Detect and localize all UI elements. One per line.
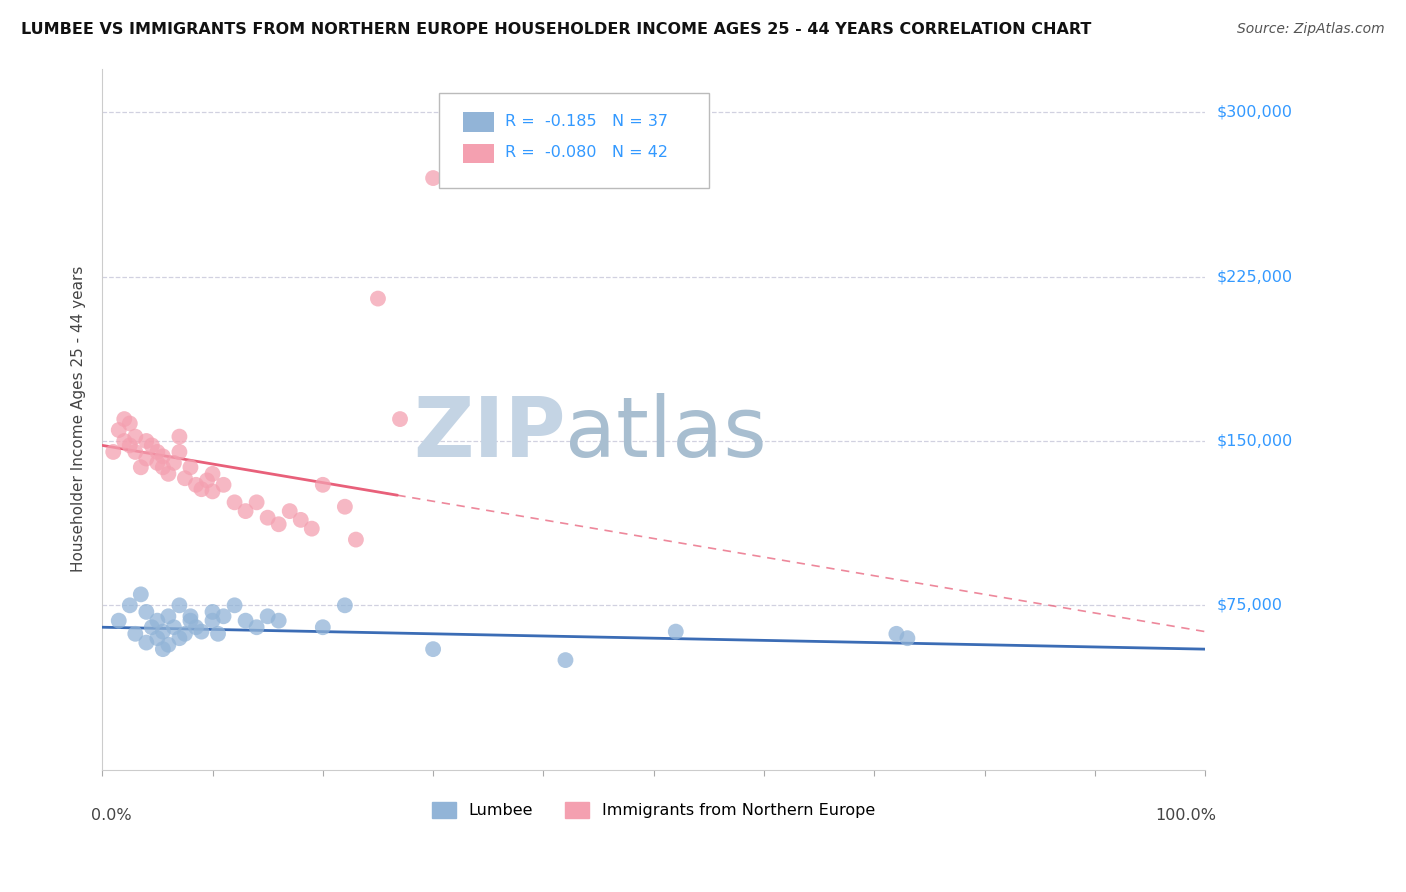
Point bbox=[163, 456, 186, 470]
Point bbox=[169, 631, 191, 645]
FancyBboxPatch shape bbox=[463, 144, 494, 163]
Point bbox=[169, 429, 191, 443]
Point bbox=[141, 620, 163, 634]
Point bbox=[554, 653, 576, 667]
Text: $300,000: $300,000 bbox=[1216, 105, 1292, 120]
Point bbox=[152, 624, 174, 639]
Point bbox=[141, 438, 163, 452]
Point bbox=[169, 445, 191, 459]
Point bbox=[665, 624, 688, 639]
Point bbox=[886, 627, 908, 641]
Point bbox=[422, 171, 444, 186]
Point bbox=[135, 434, 157, 448]
Point bbox=[103, 445, 125, 459]
Point bbox=[179, 609, 201, 624]
Legend: Lumbee, Immigrants from Northern Europe: Lumbee, Immigrants from Northern Europe bbox=[426, 796, 882, 825]
Text: LUMBEE VS IMMIGRANTS FROM NORTHERN EUROPE HOUSEHOLDER INCOME AGES 25 - 44 YEARS : LUMBEE VS IMMIGRANTS FROM NORTHERN EUROP… bbox=[21, 22, 1091, 37]
Point bbox=[201, 467, 224, 481]
Text: $150,000: $150,000 bbox=[1216, 434, 1292, 449]
Point bbox=[107, 423, 129, 437]
Point bbox=[146, 445, 169, 459]
Point bbox=[422, 642, 444, 657]
Point bbox=[333, 599, 356, 613]
Y-axis label: Householder Income Ages 25 - 44 years: Householder Income Ages 25 - 44 years bbox=[72, 266, 86, 573]
Point bbox=[184, 620, 207, 634]
Point bbox=[389, 412, 412, 426]
Point bbox=[124, 445, 146, 459]
Point bbox=[312, 620, 335, 634]
Point bbox=[184, 478, 207, 492]
Point bbox=[146, 631, 169, 645]
Point bbox=[367, 292, 389, 306]
Point bbox=[290, 513, 312, 527]
Text: R =  -0.080   N = 42: R = -0.080 N = 42 bbox=[505, 145, 668, 161]
Point bbox=[190, 624, 212, 639]
Point bbox=[256, 609, 278, 624]
Point bbox=[157, 609, 180, 624]
Point bbox=[344, 533, 367, 547]
Point bbox=[152, 460, 174, 475]
Point bbox=[135, 605, 157, 619]
Point bbox=[267, 517, 290, 532]
Point bbox=[135, 635, 157, 649]
Point bbox=[174, 627, 197, 641]
Point bbox=[207, 627, 229, 641]
Point bbox=[312, 478, 335, 492]
Point bbox=[152, 450, 174, 464]
FancyBboxPatch shape bbox=[463, 112, 494, 132]
Point bbox=[118, 417, 141, 431]
Point bbox=[135, 451, 157, 466]
Point bbox=[224, 599, 246, 613]
Point bbox=[246, 620, 269, 634]
Point bbox=[246, 495, 269, 509]
Point bbox=[301, 522, 323, 536]
Text: $225,000: $225,000 bbox=[1216, 269, 1292, 285]
Point bbox=[118, 438, 141, 452]
Point bbox=[107, 614, 129, 628]
Text: $75,000: $75,000 bbox=[1216, 598, 1282, 613]
Point bbox=[157, 638, 180, 652]
Text: Source: ZipAtlas.com: Source: ZipAtlas.com bbox=[1237, 22, 1385, 37]
Text: 100.0%: 100.0% bbox=[1156, 808, 1216, 823]
Point bbox=[256, 510, 278, 524]
Point bbox=[201, 614, 224, 628]
Point bbox=[179, 460, 201, 475]
Point bbox=[896, 631, 918, 645]
Point bbox=[118, 599, 141, 613]
Point bbox=[212, 478, 235, 492]
Point bbox=[129, 587, 152, 601]
Point bbox=[112, 412, 135, 426]
Point bbox=[146, 456, 169, 470]
Point bbox=[124, 429, 146, 443]
Point bbox=[201, 484, 224, 499]
Point bbox=[212, 609, 235, 624]
Point bbox=[190, 482, 212, 496]
Point bbox=[224, 495, 246, 509]
Point bbox=[278, 504, 301, 518]
Point bbox=[169, 599, 191, 613]
Text: 0.0%: 0.0% bbox=[91, 808, 132, 823]
Point bbox=[179, 614, 201, 628]
Text: ZIP: ZIP bbox=[413, 392, 565, 474]
Point bbox=[267, 614, 290, 628]
FancyBboxPatch shape bbox=[439, 93, 709, 187]
Point bbox=[333, 500, 356, 514]
Point bbox=[174, 471, 197, 485]
Point bbox=[235, 504, 257, 518]
Point bbox=[112, 434, 135, 448]
Point bbox=[235, 614, 257, 628]
Point bbox=[124, 627, 146, 641]
Text: R =  -0.185   N = 37: R = -0.185 N = 37 bbox=[505, 113, 668, 128]
Point bbox=[163, 620, 186, 634]
Point bbox=[152, 642, 174, 657]
Point bbox=[195, 474, 218, 488]
Text: atlas: atlas bbox=[565, 392, 768, 474]
Point bbox=[201, 605, 224, 619]
Point bbox=[146, 614, 169, 628]
Point bbox=[157, 467, 180, 481]
Point bbox=[129, 460, 152, 475]
